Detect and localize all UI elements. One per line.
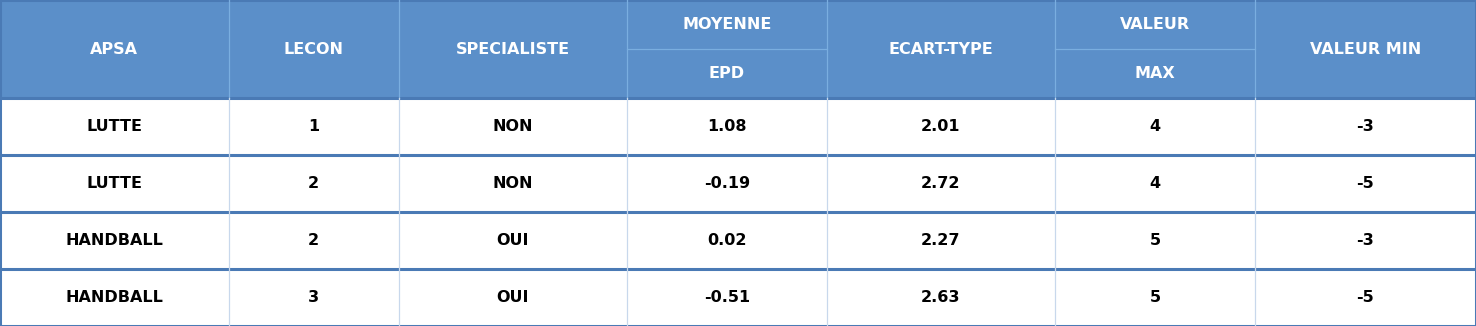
- Bar: [0, 212, 1476, 269]
- Text: HANDBALL: HANDBALL: [65, 290, 164, 305]
- Text: 2: 2: [308, 233, 319, 248]
- Text: NON: NON: [493, 119, 533, 134]
- Text: -0.19: -0.19: [704, 176, 750, 191]
- Text: LECON: LECON: [283, 41, 344, 56]
- Text: MOYENNE: MOYENNE: [682, 17, 772, 32]
- Text: VALEUR MIN: VALEUR MIN: [1309, 41, 1421, 56]
- Text: 1.08: 1.08: [707, 119, 747, 134]
- Text: 2.63: 2.63: [921, 290, 961, 305]
- Text: 3: 3: [308, 290, 319, 305]
- Text: SPECIALISTE: SPECIALISTE: [456, 41, 570, 56]
- Text: ECART-TYPE: ECART-TYPE: [889, 41, 993, 56]
- Text: 2.72: 2.72: [921, 176, 961, 191]
- Text: 2: 2: [308, 176, 319, 191]
- Text: VALEUR: VALEUR: [1120, 17, 1190, 32]
- Text: -0.51: -0.51: [704, 290, 750, 305]
- Text: -5: -5: [1356, 176, 1374, 191]
- Text: NON: NON: [493, 176, 533, 191]
- Text: -3: -3: [1356, 119, 1374, 134]
- Bar: [0, 0, 1476, 98]
- Bar: [0, 269, 1476, 326]
- Text: 5: 5: [1150, 290, 1160, 305]
- Text: APSA: APSA: [90, 41, 139, 56]
- Text: MAX: MAX: [1135, 66, 1175, 81]
- Text: -3: -3: [1356, 233, 1374, 248]
- Text: -5: -5: [1356, 290, 1374, 305]
- Text: 2.27: 2.27: [921, 233, 961, 248]
- Text: 4: 4: [1150, 119, 1160, 134]
- Text: OUI: OUI: [496, 233, 530, 248]
- Text: LUTTE: LUTTE: [87, 119, 142, 134]
- Text: 4: 4: [1150, 176, 1160, 191]
- Bar: [0, 98, 1476, 155]
- Text: 2.01: 2.01: [921, 119, 961, 134]
- Text: 5: 5: [1150, 233, 1160, 248]
- Text: EPD: EPD: [708, 66, 745, 81]
- Text: LUTTE: LUTTE: [87, 176, 142, 191]
- Text: 1: 1: [308, 119, 319, 134]
- Bar: [0, 155, 1476, 212]
- Text: 0.02: 0.02: [707, 233, 747, 248]
- Text: HANDBALL: HANDBALL: [65, 233, 164, 248]
- Text: OUI: OUI: [496, 290, 530, 305]
